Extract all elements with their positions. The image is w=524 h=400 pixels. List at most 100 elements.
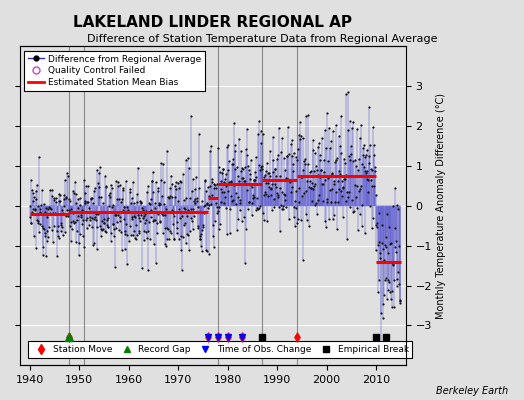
Point <box>360 142 368 149</box>
Point <box>146 236 155 243</box>
Point <box>125 209 133 216</box>
Point <box>372 247 380 253</box>
Point <box>269 169 278 175</box>
Point <box>110 233 118 239</box>
Point <box>204 205 212 211</box>
Point <box>27 177 36 184</box>
Point <box>277 206 286 212</box>
Point <box>391 184 399 191</box>
Point <box>94 180 102 186</box>
Point <box>126 186 135 193</box>
Point <box>182 156 190 163</box>
Point <box>59 196 68 202</box>
Point <box>380 292 388 298</box>
Point <box>57 222 66 228</box>
Point <box>337 113 346 119</box>
Point <box>224 167 232 174</box>
Point <box>83 199 91 205</box>
Point <box>89 200 97 206</box>
Point <box>357 122 365 128</box>
Point <box>329 128 337 134</box>
Point <box>200 210 208 216</box>
Point <box>349 118 357 125</box>
Point <box>222 183 231 189</box>
Point <box>266 173 274 180</box>
Point <box>86 195 95 202</box>
Point <box>199 222 207 228</box>
Point <box>65 196 73 202</box>
Point <box>272 190 281 196</box>
Point <box>363 175 371 182</box>
Point <box>146 201 154 207</box>
Point <box>261 191 270 198</box>
Point <box>280 192 289 198</box>
Point <box>129 213 138 219</box>
Point <box>213 204 221 210</box>
Point <box>339 213 347 220</box>
Point <box>88 215 96 221</box>
Point <box>376 255 384 262</box>
Point <box>237 167 245 174</box>
Point <box>50 195 59 202</box>
Point <box>392 276 401 282</box>
Point <box>250 169 259 175</box>
Point <box>293 146 302 152</box>
Point <box>235 206 244 213</box>
Point <box>258 131 267 137</box>
Point <box>251 177 259 184</box>
Point <box>276 172 284 179</box>
Point <box>361 168 369 174</box>
Point <box>320 157 328 164</box>
Point <box>243 187 252 194</box>
Point <box>36 221 44 227</box>
Point <box>148 178 156 185</box>
Point <box>191 200 200 206</box>
Point <box>139 237 148 244</box>
Point <box>82 217 91 224</box>
Point <box>138 205 147 212</box>
Point <box>279 202 288 209</box>
Point <box>271 180 279 187</box>
Text: Difference of Station Temperature Data from Regional Average: Difference of Station Temperature Data f… <box>87 34 437 44</box>
Point <box>324 216 333 222</box>
Point <box>27 220 35 226</box>
Point <box>345 153 353 159</box>
Point <box>203 200 212 206</box>
Point <box>42 252 50 259</box>
Point <box>288 153 296 160</box>
Point <box>145 218 154 225</box>
Point <box>188 218 196 224</box>
Point <box>43 238 51 244</box>
Point <box>145 200 153 206</box>
Point <box>316 167 325 174</box>
Point <box>339 184 347 190</box>
Point <box>130 228 138 234</box>
Point <box>281 197 289 203</box>
Point <box>376 258 385 265</box>
Point <box>74 196 83 202</box>
Point <box>185 228 194 234</box>
Point <box>326 199 335 206</box>
Point <box>240 214 248 220</box>
Point <box>115 226 123 233</box>
Point <box>212 210 221 216</box>
Point <box>225 178 234 185</box>
Point <box>372 222 380 228</box>
Point <box>75 252 83 258</box>
Point <box>285 151 293 158</box>
Point <box>279 155 288 162</box>
Point <box>258 166 266 172</box>
Point <box>107 182 116 188</box>
Point <box>353 182 361 189</box>
Point <box>381 276 389 283</box>
Point <box>246 171 254 178</box>
Point <box>253 195 261 202</box>
Point <box>92 246 101 252</box>
Point <box>232 201 240 207</box>
Point <box>316 152 324 158</box>
Point <box>166 228 174 234</box>
Point <box>201 178 209 184</box>
Point <box>84 222 93 228</box>
Point <box>179 170 187 177</box>
Point <box>73 204 82 211</box>
